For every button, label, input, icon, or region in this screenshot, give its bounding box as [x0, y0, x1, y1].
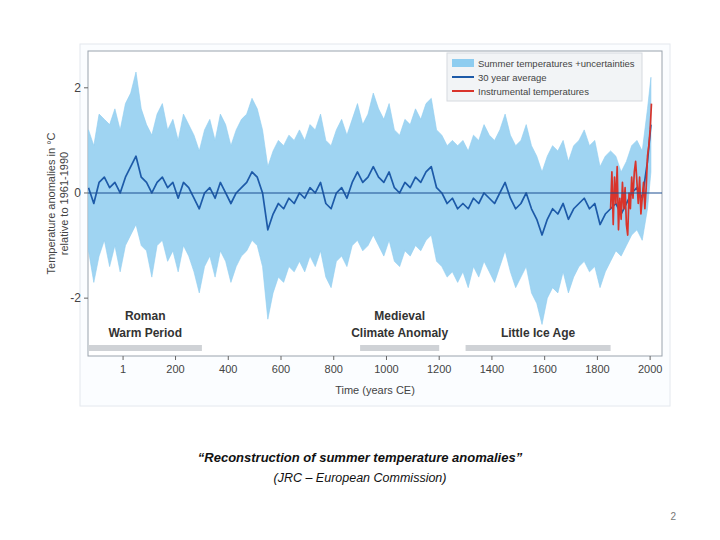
period-bar	[89, 345, 202, 351]
legend-label: 30 year average	[478, 72, 547, 83]
x-tick	[491, 356, 492, 360]
x-tick-label: 1600	[532, 363, 556, 375]
x-tick	[333, 356, 334, 360]
x-tick	[123, 356, 124, 360]
x-tick	[439, 356, 440, 360]
period-label: Roman	[125, 309, 166, 323]
series-line	[89, 125, 651, 235]
plot-frame	[88, 51, 662, 356]
x-tick-label: 400	[219, 363, 237, 375]
reference-line	[88, 192, 662, 193]
y-axis-title: Temperature anomalies in °C	[45, 132, 57, 274]
x-tick	[650, 356, 651, 360]
y-tick	[84, 298, 88, 299]
background	[0, 0, 720, 540]
x-tick-label: 1000	[374, 363, 398, 375]
x-tick-label: 1	[120, 363, 126, 375]
y-tick	[84, 192, 88, 193]
x-tick-label: 600	[272, 363, 290, 375]
y-tick-label: -2	[70, 291, 81, 305]
period-label: Warm Period	[108, 326, 182, 340]
period-label: Medieval	[374, 309, 425, 323]
chart-panel	[80, 44, 670, 406]
uncertainty-band	[89, 72, 651, 324]
y-tick	[84, 87, 88, 88]
legend-swatch	[452, 76, 474, 78]
x-tick	[597, 356, 598, 360]
slide: 1200400600800100012001400160018002000-20…	[0, 0, 720, 540]
page-number: 2	[670, 511, 676, 522]
x-tick-label: 800	[325, 363, 343, 375]
y-axis-title: relative to 1961-1990	[58, 152, 70, 255]
legend-box	[447, 53, 642, 101]
x-tick-label: 1200	[427, 363, 451, 375]
caption: “Reconstruction of summer temperature an…	[198, 450, 523, 465]
period-label: Climate Anomaly	[351, 326, 448, 340]
period-bar	[360, 345, 439, 351]
legend-label: Instrumental temperatures	[478, 86, 589, 97]
x-tick-label: 1800	[585, 363, 609, 375]
plot-marks	[88, 72, 662, 351]
x-tick-label: 1400	[480, 363, 504, 375]
period-label: Little Ice Age	[501, 326, 576, 340]
x-tick-label: 200	[166, 363, 184, 375]
x-tick	[175, 356, 176, 360]
y-tick-label: 0	[74, 186, 81, 200]
x-tick	[281, 356, 282, 360]
series-line	[611, 104, 652, 235]
legend-label: Summer temperatures +uncertainties	[478, 58, 635, 69]
legend-swatch	[452, 59, 474, 67]
source: (JRC – European Commission)	[274, 471, 447, 485]
x-axis-title: Time (years CE)	[335, 384, 415, 396]
y-tick-label: 2	[74, 81, 81, 95]
legend-swatch	[452, 90, 474, 92]
x-tick-label: 2000	[638, 363, 662, 375]
x-tick	[386, 356, 387, 360]
period-bar	[466, 345, 611, 351]
x-tick	[544, 356, 545, 360]
x-tick	[228, 356, 229, 360]
